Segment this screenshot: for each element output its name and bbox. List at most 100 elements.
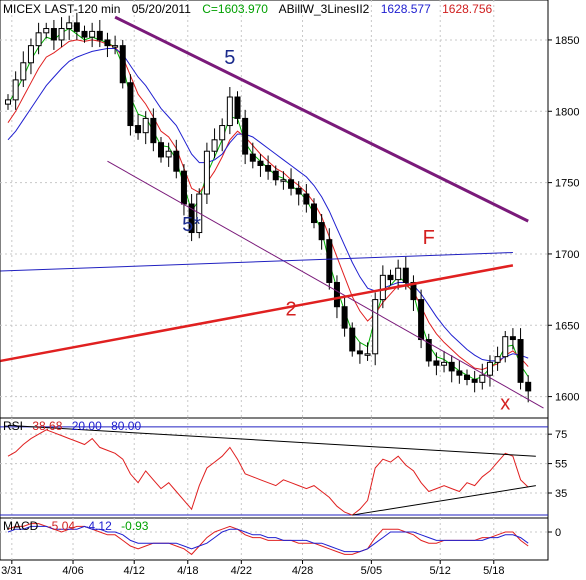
y-tick-labels: 1600 1650 1700 1750 1800 1850 35 55 75 0 <box>548 35 579 539</box>
y-tick-label: 55 <box>555 459 567 471</box>
header-date: 05/20/2011 <box>132 2 191 16</box>
x-tick-label: 4/06 <box>62 565 83 577</box>
x-tick-label: 3/31 <box>1 565 22 577</box>
candle-body <box>303 193 310 205</box>
rsi-value: 38.68 <box>32 419 62 433</box>
candle-body <box>73 22 80 32</box>
candle-body <box>509 336 516 341</box>
candle-body <box>58 28 65 41</box>
trendlines <box>0 15 544 409</box>
x-tick-label: 4/12 <box>124 565 145 577</box>
macd-value2: -4.12 <box>84 519 112 533</box>
candle-body <box>81 30 88 38</box>
candle-body <box>471 378 478 383</box>
price-header: MICEX LAST-120 min 05/20/2011 C=1603.970… <box>3 2 492 16</box>
candle-body <box>402 267 409 283</box>
candle-body <box>433 360 440 366</box>
candle-body <box>89 30 96 38</box>
rsi-line <box>7 429 529 516</box>
candle-body <box>326 239 333 283</box>
candle-body <box>5 99 11 105</box>
candle-body <box>180 170 187 205</box>
y-tick-label: 0 <box>555 527 561 539</box>
y-tick-label: 1800 <box>555 106 579 118</box>
candle-body <box>372 299 379 355</box>
lower-purple-trendline <box>107 160 544 409</box>
macd-macd-line <box>7 523 529 556</box>
candle-body <box>211 139 218 152</box>
candle-body <box>356 350 363 355</box>
candle-body <box>127 82 134 127</box>
candle-body <box>441 361 448 366</box>
candle-body <box>249 153 256 162</box>
candle-body <box>50 28 57 41</box>
header-close: C=1603.970 <box>202 2 268 16</box>
x-tick-label: 5/12 <box>430 565 451 577</box>
candle-body <box>20 62 27 81</box>
candle-body <box>142 117 149 134</box>
macd-signal-line <box>7 525 529 553</box>
candle-body <box>12 79 19 101</box>
candle-body <box>173 150 180 172</box>
candle-body <box>295 187 302 195</box>
rsi-grid <box>0 426 548 516</box>
candle-body <box>203 150 210 195</box>
candle-body <box>456 370 463 376</box>
candles <box>5 12 532 403</box>
candle-body <box>318 222 325 241</box>
candle-body <box>425 339 432 362</box>
header-value1: 1628.577 <box>381 2 431 16</box>
candle-body <box>311 203 317 224</box>
macd-label: MACD <box>3 519 39 533</box>
macd-header: MACD -5.04 -4.12 -0.93 <box>3 519 149 533</box>
candle-body <box>395 267 402 281</box>
candle-body <box>27 45 34 64</box>
y-tick-label: 1700 <box>555 249 579 261</box>
y-tick-label: 1600 <box>555 392 579 404</box>
candle-body <box>379 274 386 301</box>
candle-body <box>43 28 50 34</box>
y-tick-label: 35 <box>555 488 567 500</box>
candle-body <box>135 125 142 134</box>
candle-body <box>517 339 524 383</box>
candle-body <box>418 299 425 341</box>
annotation-label: 5 <box>224 47 235 69</box>
candle-body <box>494 356 501 363</box>
rsi-series <box>7 424 536 516</box>
rsi-label: RSI <box>3 419 23 433</box>
header-indicator: ABillW_3LinesII2 <box>279 2 370 16</box>
macd-series <box>7 523 529 556</box>
candle-body <box>66 22 73 30</box>
candle-body <box>188 203 195 234</box>
candle-body <box>479 374 486 383</box>
macd-value3: -0.93 <box>121 519 149 533</box>
candle-body <box>448 361 455 372</box>
header-value2: 1628.756 <box>442 2 492 16</box>
candle-body <box>234 96 241 119</box>
annotation-label: 2 <box>285 298 296 320</box>
red-line-trendline <box>0 264 514 363</box>
candle-body <box>387 274 394 281</box>
candle-body <box>464 374 470 380</box>
candle-body <box>104 39 111 47</box>
candle-body <box>35 32 42 47</box>
upper-purple-trendline <box>114 15 529 223</box>
annotation-label: x <box>500 392 510 414</box>
candle-body <box>242 117 249 155</box>
candle-body <box>219 125 226 141</box>
candle-body <box>112 45 119 48</box>
candle-body <box>525 381 532 392</box>
header-symbol: MICEX LAST-120 min <box>3 2 120 16</box>
candle-body <box>165 150 172 158</box>
x-tick-label: 5/18 <box>483 565 504 577</box>
candle-body <box>333 281 340 308</box>
candle-body <box>158 142 164 158</box>
candle-body <box>364 353 371 356</box>
rsi-upper-trendline <box>7 424 536 457</box>
annotations: 5 5* F 2 x <box>182 47 510 414</box>
candle-body <box>150 117 157 144</box>
x-tick-label: 4/28 <box>292 565 313 577</box>
candle-body <box>341 306 348 329</box>
y-tick-label: 1750 <box>555 178 579 190</box>
